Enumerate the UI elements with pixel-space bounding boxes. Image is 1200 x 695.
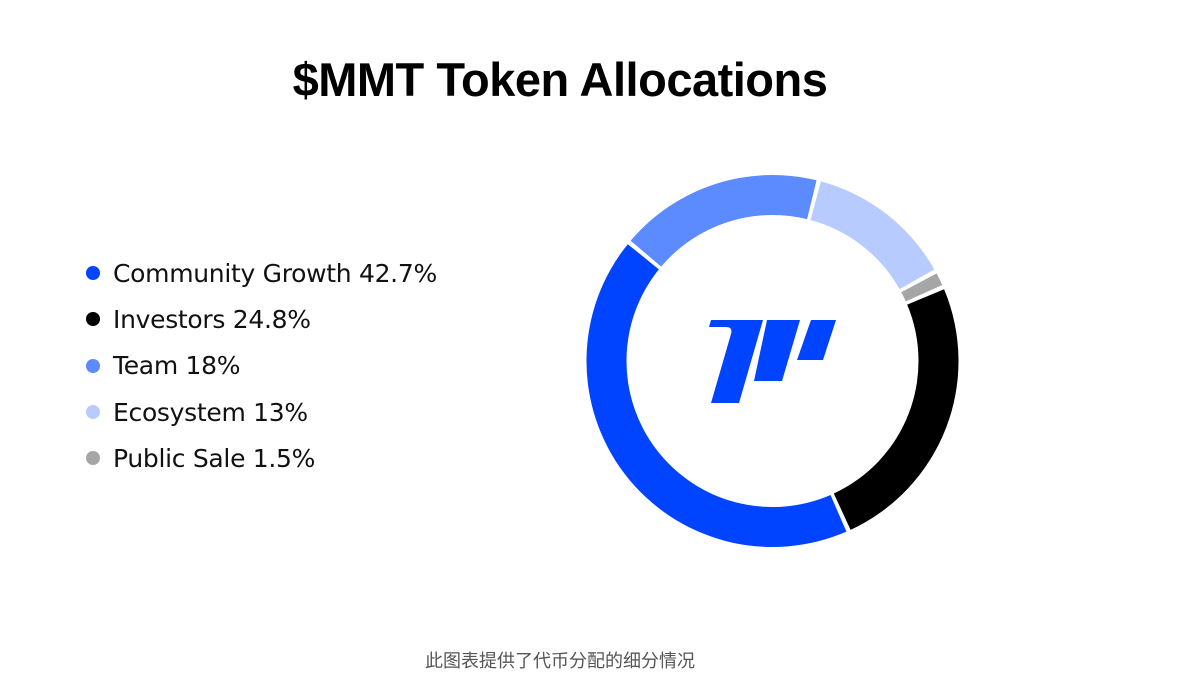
donut-segments [586,175,959,548]
chart-title: $MMT Token Allocations [292,53,828,106]
legend-item-ecosystem: Ecosystem 13% [86,389,437,435]
legend-item-community-growth: Community Growth 42.7% [86,250,437,296]
legend-item-public-sale: Public Sale 1.5% [86,435,437,481]
donut-segment-community-growth [586,244,847,548]
legend-dot-icon [86,451,100,466]
donut-segment-team [630,175,817,267]
legend-dot-icon [86,358,100,373]
legend-item-team: Team 18% [86,343,437,389]
legend-item-investors: Investors 24.8% [86,296,437,342]
legend-label: Ecosystem 13% [113,397,308,427]
legend-label: Community Growth 42.7% [113,258,437,288]
legend-label: Public Sale 1.5% [113,443,316,473]
chart-caption: 此图表提供了代币分配的细分情况 [425,651,695,672]
donut-segment-investors [833,289,959,530]
legend-dot-icon [86,405,100,420]
mmt-logo-icon [709,320,836,403]
legend-dot-icon [86,312,100,327]
legend-label: Team 18% [113,351,241,381]
legend-label: Investors 24.8% [113,304,311,334]
chart-legend: Community Growth 42.7% Investors 24.8% T… [86,250,437,481]
donut-segment-ecosystem [810,181,935,290]
donut-segment-public-sale [901,273,943,302]
legend-dot-icon [86,266,100,281]
